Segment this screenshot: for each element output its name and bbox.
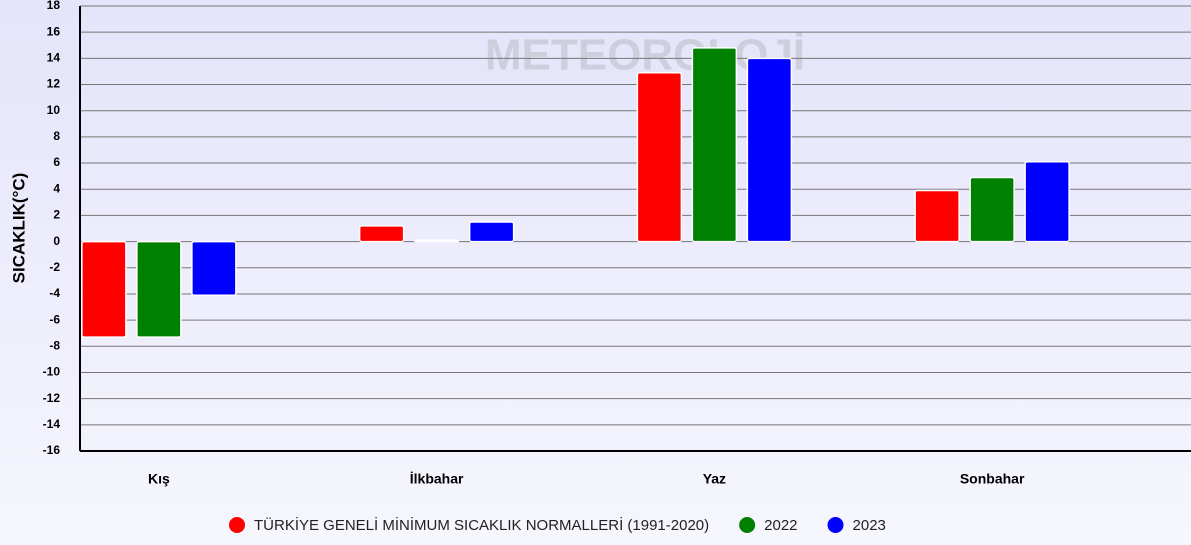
legend-marker (828, 517, 844, 533)
y-tick-label: -8 (49, 338, 60, 352)
x-tick-label: Kış (148, 471, 170, 487)
bar (747, 58, 791, 241)
legend-label: TÜRKİYE GENELİ MİNİMUM SICAKLIK NORMALLE… (254, 516, 709, 534)
y-tick-label: -16 (43, 443, 61, 457)
y-tick-label: 14 (47, 51, 61, 65)
chart: METEOROLOJİ SICAKLIK(°C) -16-14-12-10-8-… (0, 0, 1191, 545)
y-tick-label: 8 (53, 129, 60, 143)
bar (970, 177, 1014, 241)
y-tick-label: -6 (49, 312, 60, 326)
bar (137, 242, 181, 338)
y-tick-label: -10 (43, 365, 61, 379)
bar (915, 191, 959, 242)
y-tick-label: -12 (43, 391, 61, 405)
y-tick-label: 12 (47, 77, 61, 91)
y-tick-label: 10 (47, 103, 61, 117)
y-tick-label: 0 (53, 234, 60, 248)
y-tick-label: 18 (47, 0, 61, 12)
bar (192, 242, 236, 296)
legend-marker (229, 517, 245, 533)
y-tick-label: 6 (53, 155, 60, 169)
y-tick-label: -2 (49, 260, 60, 274)
bar (360, 226, 404, 242)
x-tick-label: Sonbahar (960, 471, 1025, 487)
y-tick-label: 16 (47, 24, 61, 38)
y-tick-label: 2 (53, 208, 60, 222)
x-tick-label: İlkbahar (410, 471, 464, 487)
y-axis-label: SICAKLIK(°C) (9, 173, 28, 284)
y-tick-label: 4 (53, 181, 60, 195)
x-tick-label: Yaz (703, 471, 726, 487)
legend-label: 2023 (853, 517, 886, 534)
bar (692, 48, 736, 242)
bar (82, 242, 126, 338)
bar (415, 240, 459, 241)
bar (470, 222, 514, 242)
bar (1025, 162, 1069, 242)
y-tick-label: -4 (49, 286, 60, 300)
bar (637, 73, 681, 242)
legend-marker (739, 517, 755, 533)
legend-label: 2022 (764, 517, 797, 534)
y-tick-label: -14 (43, 417, 61, 431)
